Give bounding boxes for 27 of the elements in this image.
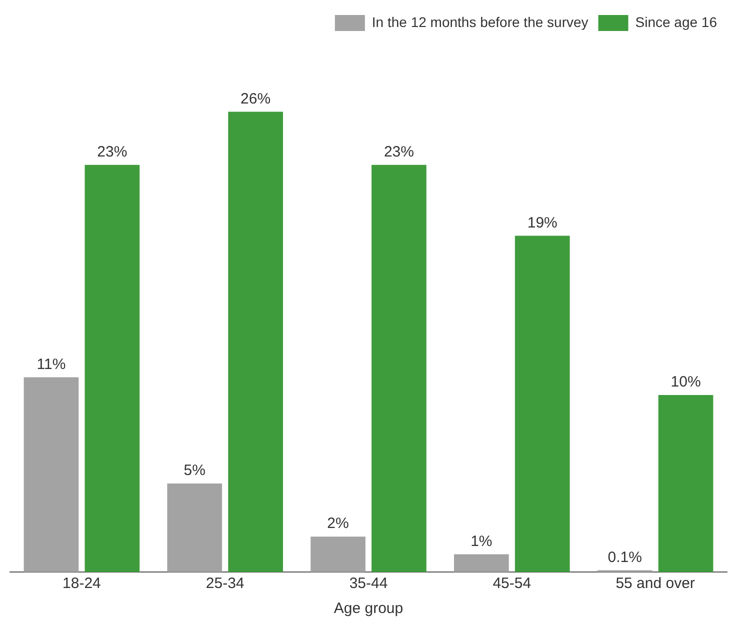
data-label: 10% bbox=[670, 374, 701, 391]
legend-label: Since age 16 bbox=[635, 14, 718, 30]
bar bbox=[514, 236, 570, 572]
data-label: 19% bbox=[527, 214, 558, 232]
bar bbox=[310, 536, 366, 572]
x-tick-label: 35-44 bbox=[349, 575, 388, 592]
data-label: 23% bbox=[97, 144, 128, 161]
data-label: 23% bbox=[384, 144, 414, 161]
data-label: 11% bbox=[36, 356, 66, 373]
bar bbox=[454, 554, 509, 572]
bar bbox=[372, 164, 426, 572]
bar bbox=[24, 377, 79, 572]
data-label: 26% bbox=[240, 90, 271, 108]
bar bbox=[84, 164, 140, 572]
data-label: 5% bbox=[184, 462, 206, 480]
data-label: 2% bbox=[327, 515, 349, 532]
bar bbox=[228, 112, 283, 572]
x-tick-label: 45-54 bbox=[492, 575, 532, 592]
x-tick-label: 18-24 bbox=[62, 575, 101, 592]
data-label: 0.1% bbox=[608, 548, 642, 566]
x-axis-title: Age group bbox=[334, 600, 404, 618]
data-label: 1% bbox=[470, 532, 492, 550]
x-tick-label: 25-34 bbox=[206, 575, 244, 592]
x-tick-label: 55 and over bbox=[616, 575, 695, 592]
bar bbox=[167, 484, 222, 572]
legend-label: In the 12 months before the survey bbox=[372, 14, 588, 30]
bar bbox=[658, 395, 714, 572]
